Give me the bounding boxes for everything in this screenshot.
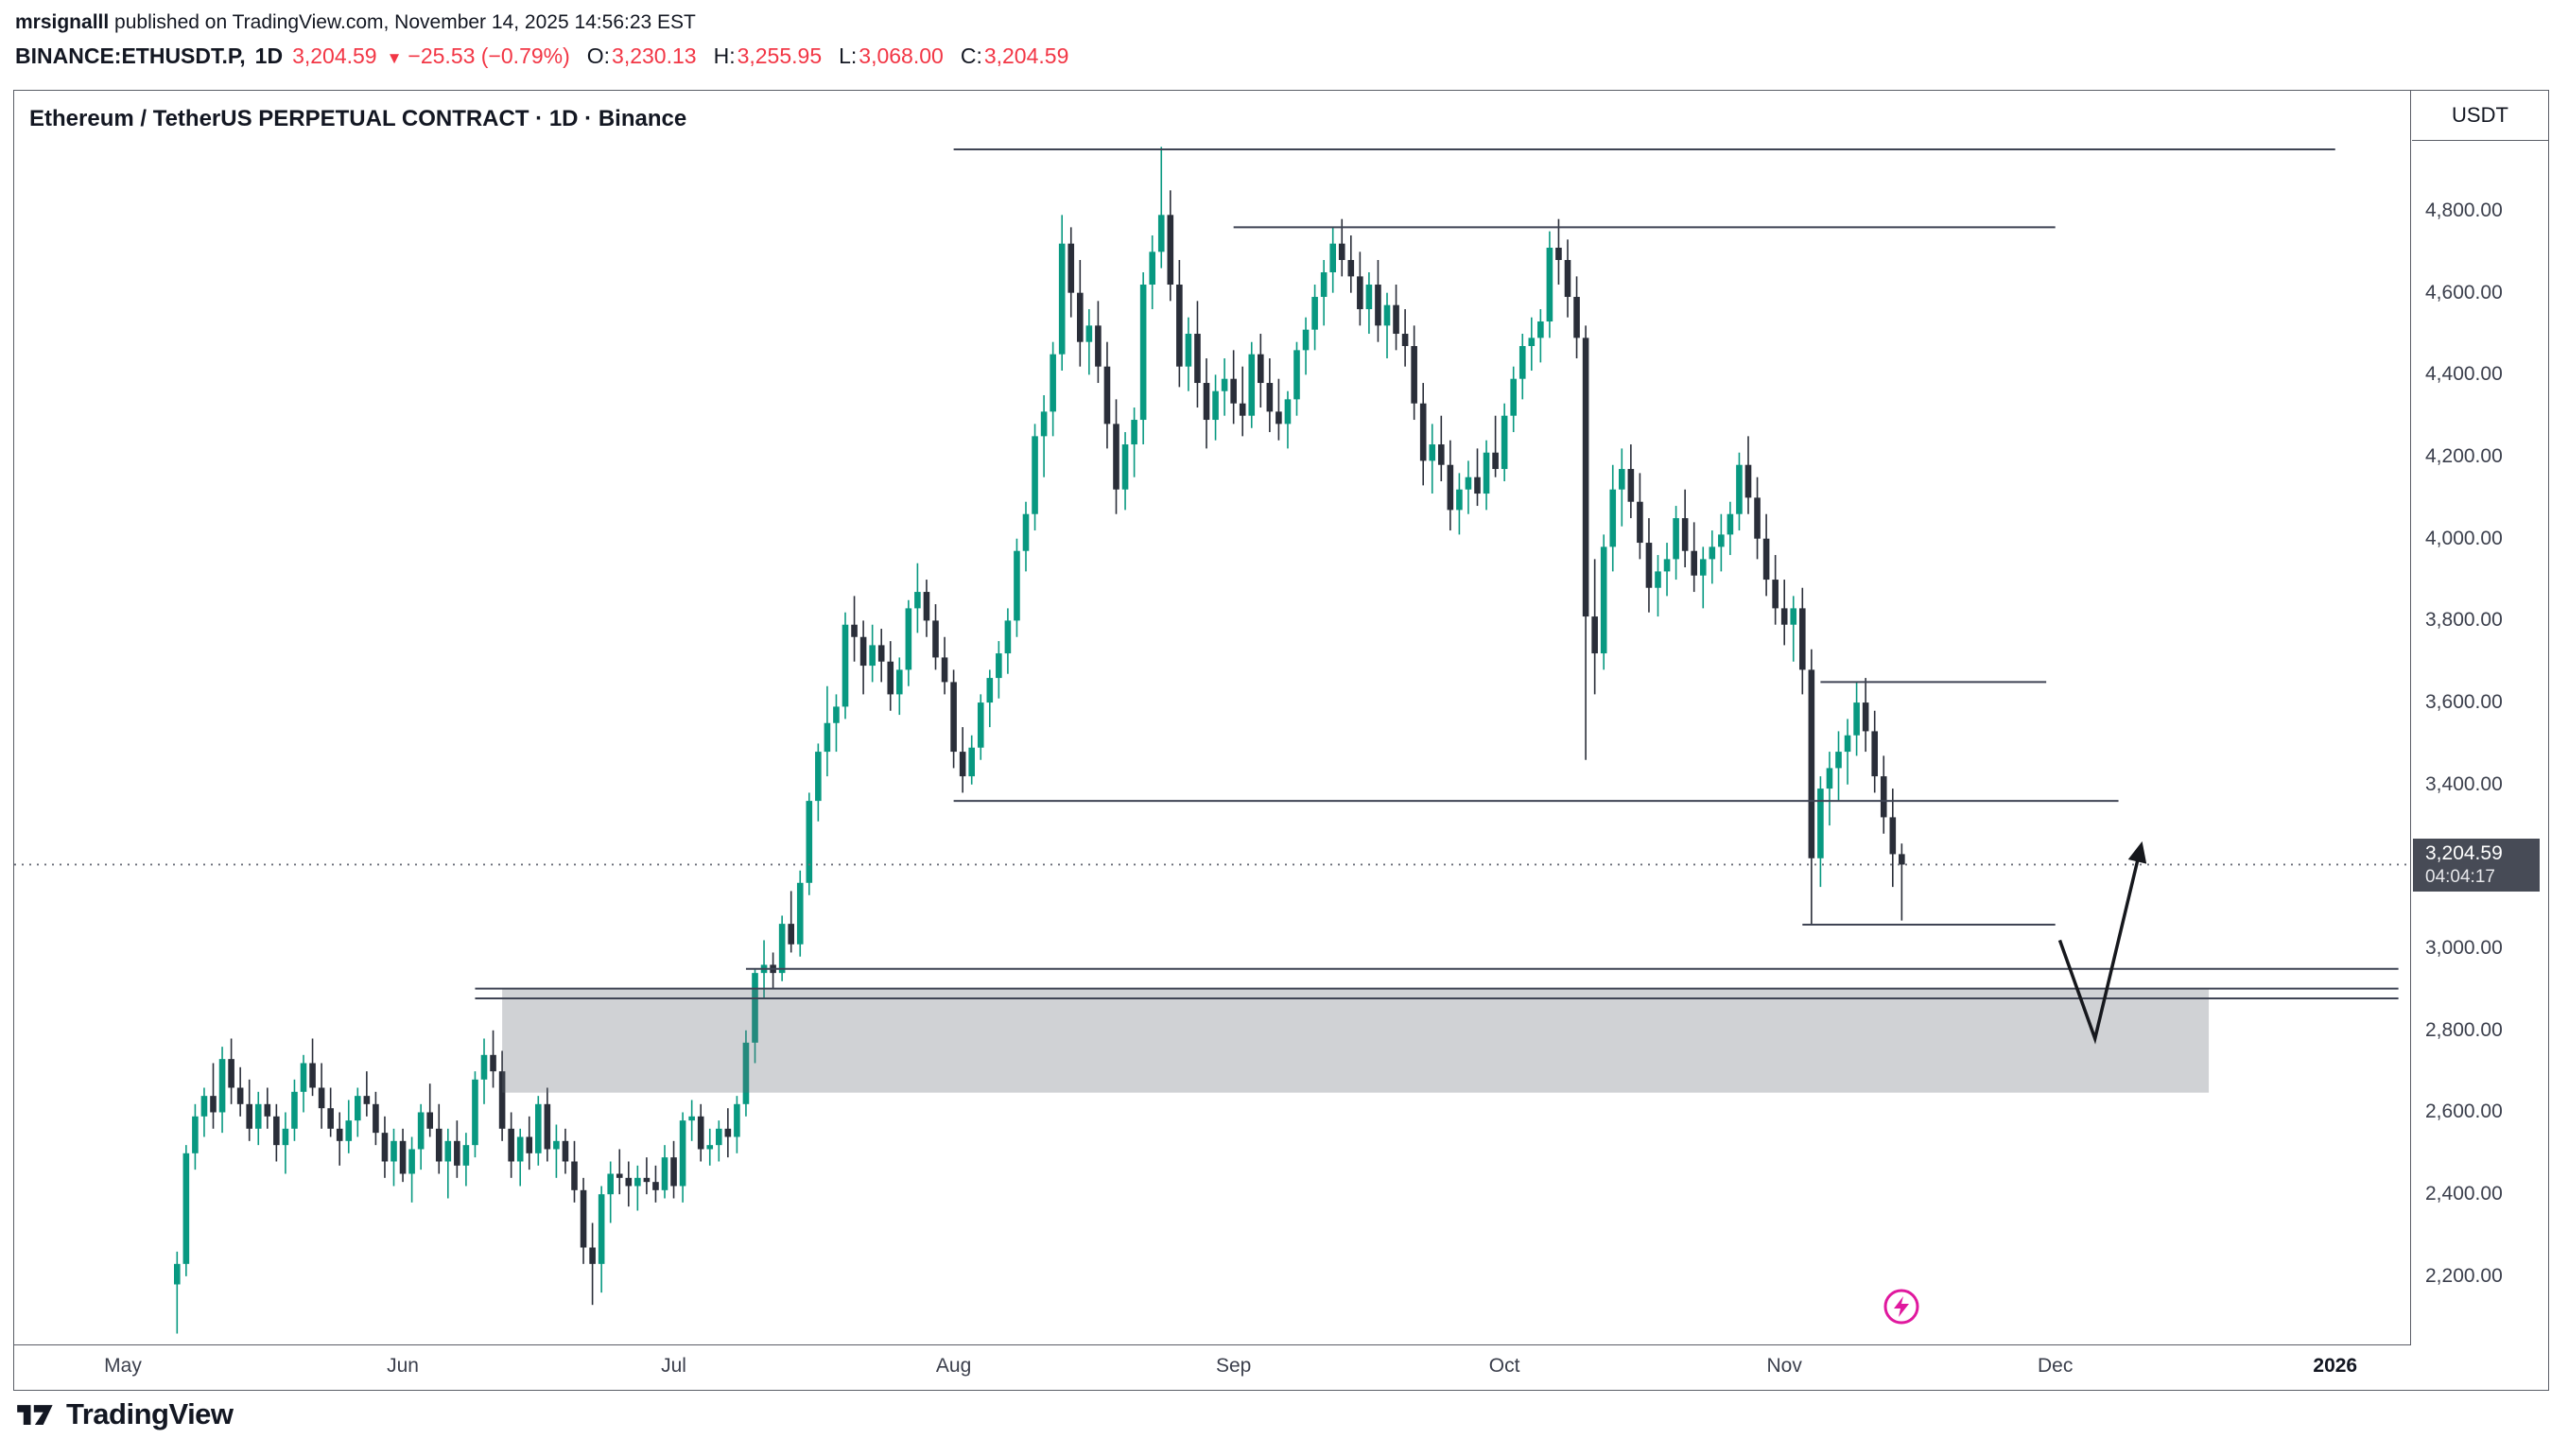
forecast-arrow <box>2057 841 2147 1045</box>
y-axis-label: 3,000.00 <box>2425 937 2503 960</box>
current-price-tag: 3,204.59 04:04:17 <box>2413 839 2540 893</box>
symbol-name: BINANCE:ETHUSDT.P, <box>15 43 246 68</box>
y-axis-label: 4,200.00 <box>2425 445 2503 468</box>
y-axis-label: 2,400.00 <box>2425 1183 2503 1205</box>
author-name: mrsignalll <box>15 11 110 33</box>
x-axis-label: Sep <box>1215 1355 1252 1377</box>
chart-title: Ethereum / TetherUS PERPETUAL CONTRACT ·… <box>29 106 687 131</box>
y-axis-label: 4,000.00 <box>2425 527 2503 549</box>
y-axis-label: 3,600.00 <box>2425 691 2503 714</box>
published-text: published on TradingView.com, November 1… <box>109 11 696 33</box>
x-axis-label: Jun <box>387 1355 419 1377</box>
x-axis-label: Oct <box>1488 1355 1520 1377</box>
close-value: 3,204.59 <box>983 43 1069 68</box>
y-axis-label: 4,800.00 <box>2425 199 2503 221</box>
y-axis-label: 4,400.00 <box>2425 363 2503 386</box>
x-axis-label: 2026 <box>2313 1355 2358 1377</box>
lightning-sticker-icon <box>1881 1286 1922 1327</box>
close-label: C: <box>960 43 982 68</box>
x-axis-label: Nov <box>1766 1355 1802 1377</box>
y-axis-label: 2,800.00 <box>2425 1018 2503 1041</box>
tradingview-logo-icon <box>17 1405 53 1425</box>
price-change: −25.53 (−0.79%) <box>408 43 570 68</box>
y-axis-label: 3,800.00 <box>2425 609 2503 632</box>
y-axis-label: 3,400.00 <box>2425 772 2503 795</box>
support-zone-rectangle <box>502 989 2210 1093</box>
currency-unit-button[interactable]: USDT <box>2412 91 2548 141</box>
published-meta: mrsignalll published on TradingView.com,… <box>15 11 696 34</box>
chart-canvas[interactable]: Ethereum / TetherUS PERPETUAL CONTRACT ·… <box>14 91 2411 1345</box>
last-price: 3,204.59 <box>292 43 377 68</box>
y-axis-label: 4,600.00 <box>2425 281 2503 303</box>
price-tag-countdown: 04:04:17 <box>2425 867 2495 888</box>
x-axis-label: May <box>104 1355 142 1377</box>
tradingview-logo[interactable]: TradingView <box>15 1397 234 1431</box>
y-axis-label: 2,600.00 <box>2425 1101 2503 1123</box>
tradingview-logo-text: TradingView <box>66 1397 234 1430</box>
high-label: H: <box>713 43 736 68</box>
x-axis-label: Aug <box>935 1355 972 1377</box>
x-axis-label: Dec <box>2038 1355 2074 1377</box>
timeframe-label: 1D <box>254 43 284 68</box>
price-axis[interactable]: USDT 3,204.59 04:04:17 4,800.00 4,600.00 4… <box>2412 91 2548 1345</box>
time-axis[interactable]: May Jun Jul Aug Sep Oct Nov Dec 2026 <box>14 1346 2411 1390</box>
high-value: 3,255.95 <box>737 43 823 68</box>
low-label: L: <box>839 43 858 68</box>
price-tag-value: 3,204.59 <box>2425 842 2503 865</box>
open-label: O: <box>586 43 611 68</box>
chart-area: Ethereum / TetherUS PERPETUAL CONTRACT ·… <box>13 90 2549 1391</box>
down-triangle-icon: ▼ <box>386 49 403 67</box>
y-axis-label: 2,200.00 <box>2425 1264 2503 1287</box>
candlesticks <box>174 147 1905 1334</box>
low-value: 3,068.00 <box>859 43 944 68</box>
symbol-ohlc-bar: BINANCE:ETHUSDT.P, 1D 3,204.59 ▼ −25.53 … <box>15 43 1078 69</box>
x-axis-label: Jul <box>661 1355 686 1377</box>
candlestick-plot <box>14 147 2410 1334</box>
open-value: 3,230.13 <box>612 43 697 68</box>
